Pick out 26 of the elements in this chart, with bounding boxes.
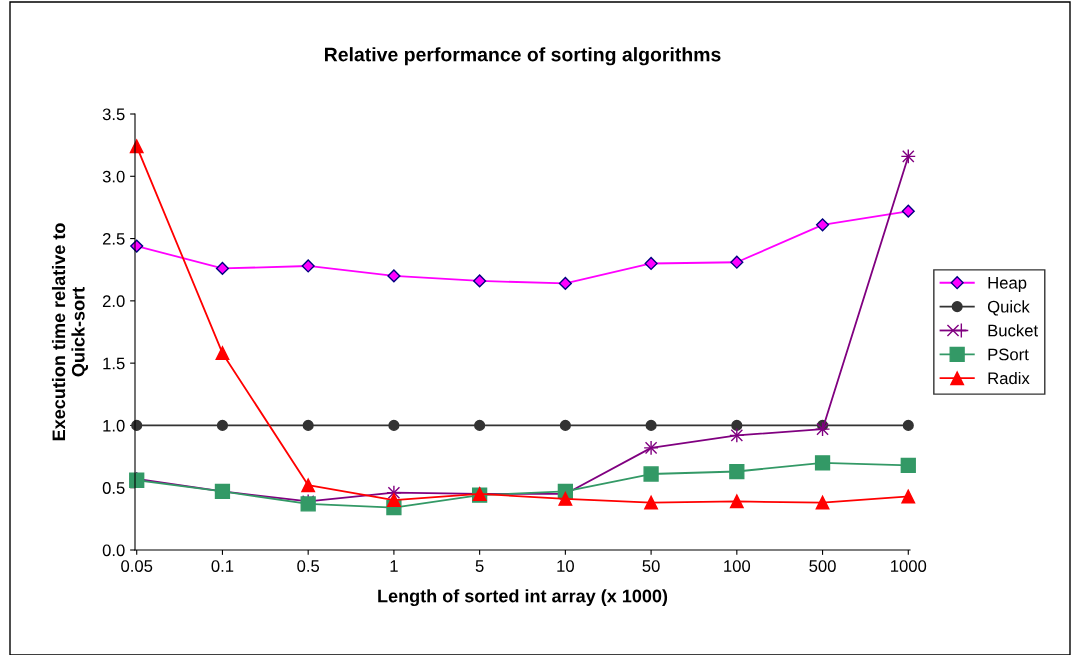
legend-label: Bucket	[988, 324, 1038, 337]
y-axis-title: Execution time relative to Quick-sort	[51, 223, 89, 441]
y-tick-label: 0.5	[102, 482, 125, 494]
y-tick-label: 3.5	[102, 108, 125, 121]
x-tick-label: 50	[642, 560, 660, 572]
x-tick-label: 5	[475, 560, 484, 572]
y-tick-label: 2.5	[102, 232, 125, 245]
legend-label: PSort	[988, 348, 1029, 361]
y-tick-label: 0.0	[102, 544, 125, 557]
y-tick-label: 2.0	[102, 295, 125, 308]
x-tick-label: 500	[809, 560, 836, 572]
x-tick-label: 100	[724, 560, 751, 572]
x-axis-title: Length of sorted int array (x 1000)	[378, 589, 668, 607]
legend-label: Heap	[988, 277, 1027, 293]
y-tick-label: 3.0	[102, 170, 125, 183]
legend-label: Quick	[987, 300, 1030, 316]
legend-label: Radix	[988, 371, 1030, 385]
x-tick-label: 0.5	[297, 560, 320, 572]
y-tick-label: 1.0	[103, 419, 125, 432]
x-tick-label: 10	[557, 560, 574, 572]
x-tick-label: 0.1	[211, 560, 234, 572]
x-tick-label: 0.05	[121, 560, 153, 572]
y-tick-label: 1.5	[103, 357, 125, 370]
x-tick-label: 1	[390, 560, 398, 572]
chart-title: Relative performance of sorting algorithms	[325, 47, 721, 66]
x-tick-label: 1000	[891, 560, 927, 572]
